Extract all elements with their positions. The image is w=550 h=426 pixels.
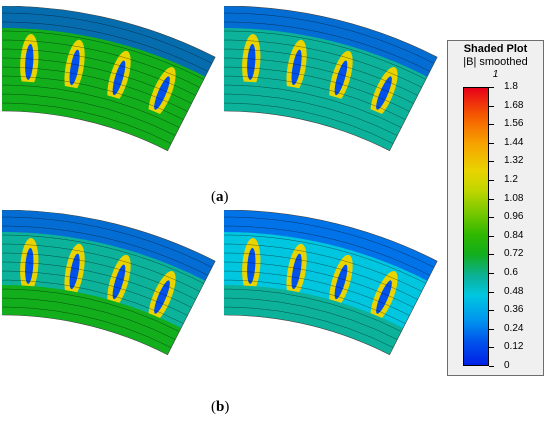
- colorbar-tick-mark: [489, 124, 494, 126]
- stator-edge-band: [224, 6, 438, 77]
- flux-contour: [224, 225, 431, 276]
- flux-contour: [224, 21, 431, 72]
- colorbar-tick-label: 0.84: [504, 229, 524, 241]
- slot-core: [112, 60, 126, 96]
- caption-a: (a): [211, 189, 229, 205]
- rotor-band: [224, 81, 404, 151]
- colorbar-tick-mark: [489, 310, 494, 312]
- slot-core: [376, 76, 392, 110]
- flux-contour: [224, 39, 422, 88]
- colorbar-tick-mark: [489, 273, 494, 274]
- colorbar-tick-label: 0.24: [504, 322, 524, 334]
- slot-core: [247, 247, 256, 284]
- colorbar-tick-label: 1.44: [504, 136, 524, 148]
- sector-outline: [2, 6, 216, 152]
- sector-outline: [224, 210, 438, 356]
- flux-contour: [2, 12, 213, 64]
- colorbar-tick-label: 1.08: [504, 192, 524, 204]
- sector-outline: [2, 210, 216, 356]
- slot-core: [25, 43, 34, 80]
- field-plot-a-right: [224, 6, 438, 152]
- legend-subtitle: |B| smoothed: [463, 56, 528, 68]
- slot-core: [291, 49, 302, 86]
- stator-edge-band: [2, 6, 216, 77]
- rotor-band: [224, 285, 404, 355]
- colorbar-tick-mark: [489, 291, 494, 293]
- colorbar-tick-mark: [489, 142, 494, 144]
- rotor-band: [2, 285, 182, 355]
- stator-edge-band: [2, 210, 216, 281]
- colorbar-gradient: [463, 87, 489, 366]
- flux-contour: [2, 21, 209, 72]
- colorbar-tick-mark: [489, 347, 494, 349]
- sector-outline: [224, 6, 438, 152]
- colorbar-legend: Shaded Plot |B| smoothed 1 1.8 1.68 1.56 1.…: [447, 40, 544, 376]
- field-region: [2, 6, 216, 151]
- rotor-band: [2, 81, 182, 151]
- colorbar-tick-mark: [489, 217, 494, 219]
- colorbar-tick-mark: [489, 198, 494, 200]
- field-plot-a-left: [2, 6, 216, 152]
- colorbar-tick-label: 0.36: [504, 304, 524, 316]
- legend-title: Shaded Plot: [463, 43, 528, 55]
- flux-contour: [224, 12, 435, 64]
- slot-core: [247, 43, 256, 80]
- legend-unit: 1: [492, 69, 499, 80]
- slot-core: [334, 60, 348, 96]
- colorbar-tick-label: 1.32: [504, 155, 524, 167]
- flux-contour: [2, 30, 204, 80]
- colorbar-tick-label: 0.12: [504, 341, 524, 353]
- colorbar-tick-mark: [489, 328, 494, 330]
- slot-core: [112, 264, 126, 300]
- colorbar-tick-label: 0: [504, 360, 510, 371]
- colorbar-tick-mark: [489, 254, 494, 256]
- flux-contour: [2, 234, 204, 284]
- colorbar-tick-mark: [489, 161, 494, 163]
- colorbar-tick-label: 0.96: [504, 211, 524, 223]
- colorbar-tick-label: 0.6: [504, 267, 518, 278]
- colorbar-tick-label: 1.2: [504, 174, 518, 185]
- slot-core: [69, 49, 80, 86]
- slot-core: [376, 280, 392, 314]
- colorbar-tick-mark: [489, 235, 494, 237]
- colorbar-tick-label: 0.48: [504, 285, 524, 297]
- slot-core: [154, 280, 170, 314]
- field-region: [224, 6, 438, 151]
- colorbar-tick-mark: [489, 87, 494, 88]
- flux-contour: [224, 243, 422, 292]
- flux-contour: [2, 216, 213, 268]
- colorbar-tick-mark: [489, 366, 494, 367]
- field-region: [224, 210, 438, 355]
- slot-core: [154, 76, 170, 110]
- flux-contour: [224, 216, 435, 268]
- slot-core: [291, 253, 302, 290]
- flux-contour: [2, 39, 200, 88]
- slot-core: [69, 253, 80, 290]
- colorbar-tick-mark: [489, 180, 494, 181]
- field-plot-b-right: [224, 210, 438, 356]
- flux-contour: [2, 243, 200, 292]
- colorbar-tick-label: 1.68: [504, 99, 524, 111]
- field-plot-b-left: [2, 210, 216, 356]
- colorbar-tick-label: 1.56: [504, 118, 524, 130]
- field-region: [2, 210, 216, 355]
- flux-contour: [2, 225, 209, 276]
- caption-b: (b): [211, 399, 230, 415]
- colorbar-tick-label: 0.72: [504, 248, 524, 260]
- flux-contour: [224, 234, 426, 284]
- slot-core: [334, 264, 348, 300]
- colorbar-tick-mark: [489, 105, 494, 107]
- colorbar-tick-label: 1.8: [504, 81, 518, 92]
- flux-contour: [224, 30, 426, 80]
- stator-edge-band: [224, 210, 438, 281]
- slot-core: [25, 247, 34, 284]
